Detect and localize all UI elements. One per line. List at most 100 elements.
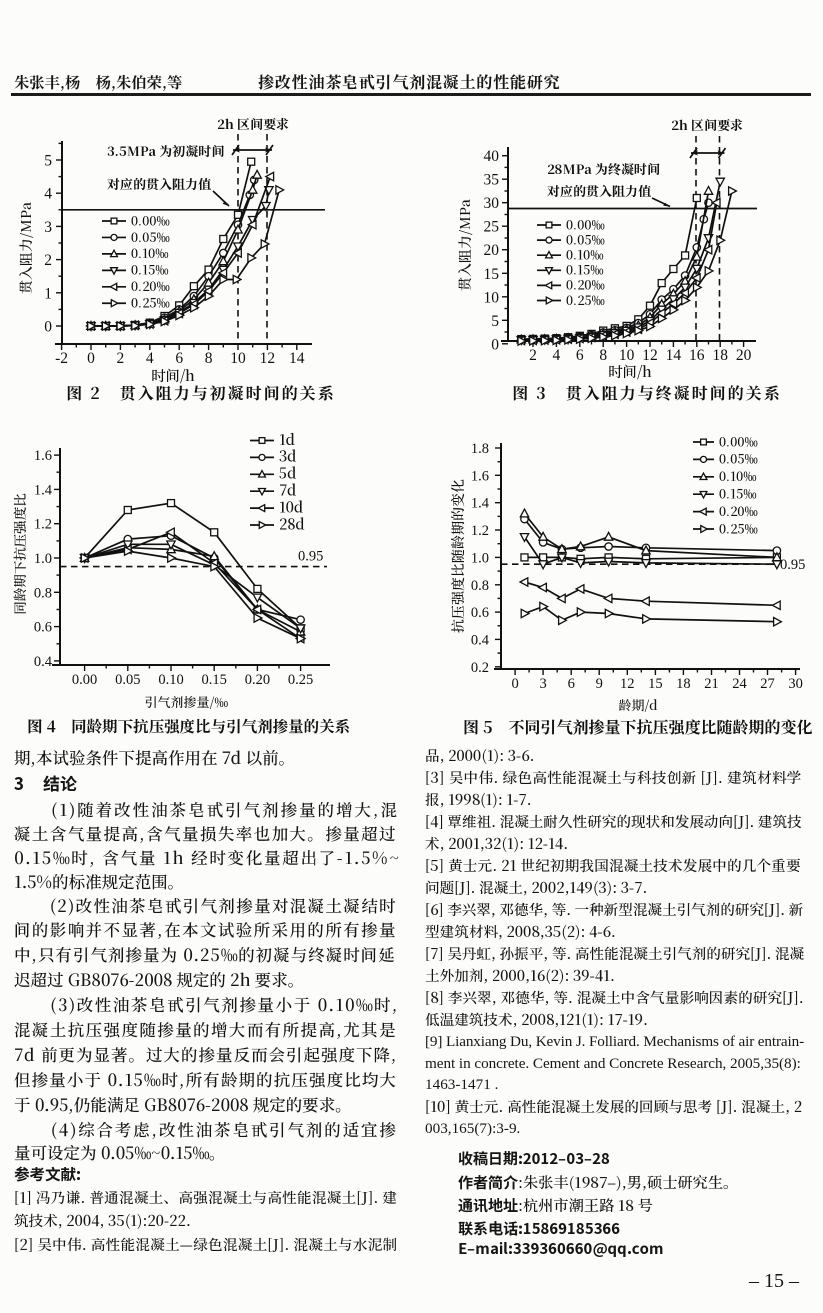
svg-text:0.6: 0.6 — [471, 605, 489, 621]
svg-text:图 3 贯入阻力与终凝时间的关系: 图 3 贯入阻力与终凝时间的关系 — [512, 381, 782, 404]
svg-text:抗压强度比随龄期的变化: 抗压强度比随龄期的变化 — [448, 479, 468, 633]
svg-text:18: 18 — [712, 347, 728, 364]
svg-text:对应的贯入阻力值: 对应的贯入阻力值 — [547, 181, 652, 200]
svg-text:同龄期下抗压强度比: 同龄期下抗压强度比 — [9, 493, 29, 615]
svg-text:图 2 贯入阻力与初凝时间的关系: 图 2 贯入阻力与初凝时间的关系 — [66, 381, 336, 404]
svg-text:0.15‰: 0.15‰ — [131, 261, 169, 279]
svg-text:0.8: 0.8 — [34, 585, 52, 601]
svg-text:1.4: 1.4 — [471, 496, 490, 512]
svg-text:-2: -2 — [55, 350, 68, 367]
svg-text:贯入阻力/MPa: 贯入阻力/MPa — [16, 201, 36, 294]
svg-text:0.2: 0.2 — [471, 660, 489, 676]
svg-text:1.6: 1.6 — [471, 468, 489, 484]
svg-text:0.95: 0.95 — [780, 557, 805, 573]
svg-text:14: 14 — [289, 350, 305, 367]
svg-text:0.00: 0.00 — [72, 672, 97, 688]
svg-text:0.10‰: 0.10‰ — [719, 467, 757, 485]
svg-text:1.2: 1.2 — [471, 523, 489, 539]
svg-text:0.10‰: 0.10‰ — [131, 244, 169, 262]
svg-text:5: 5 — [491, 313, 499, 330]
svg-text:0.8: 0.8 — [471, 578, 489, 594]
svg-text:0.25‰: 0.25‰ — [719, 519, 759, 537]
svg-text:40: 40 — [484, 148, 500, 165]
svg-text:0.00‰: 0.00‰ — [566, 215, 605, 233]
svg-text:2h 区间要求: 2h 区间要求 — [217, 114, 289, 133]
svg-text:0.20‰: 0.20‰ — [719, 502, 758, 520]
svg-text:20: 20 — [484, 242, 500, 259]
svg-text:1.4: 1.4 — [34, 482, 53, 498]
svg-text:9: 9 — [596, 676, 603, 692]
svg-text:0.10: 0.10 — [158, 672, 183, 688]
svg-text:0.10‰: 0.10‰ — [566, 246, 604, 264]
svg-text:6: 6 — [576, 347, 584, 364]
svg-text:1.0: 1.0 — [34, 551, 52, 567]
svg-text:0.4: 0.4 — [471, 632, 490, 648]
svg-text:28d: 28d — [279, 513, 306, 534]
svg-text:0.25‰: 0.25‰ — [566, 291, 606, 309]
svg-text:0.15‰: 0.15‰ — [566, 261, 604, 279]
svg-text:4: 4 — [553, 347, 561, 364]
svg-text:1.6: 1.6 — [34, 448, 52, 464]
svg-text:0.25: 0.25 — [288, 672, 313, 688]
svg-text:15: 15 — [648, 676, 663, 692]
svg-text:0.05‰: 0.05‰ — [719, 450, 758, 468]
svg-text:0.15‰: 0.15‰ — [719, 485, 757, 503]
svg-text:龄期/d: 龄期/d — [618, 695, 658, 714]
svg-text:0.00‰: 0.00‰ — [719, 432, 758, 450]
svg-text:15: 15 — [484, 266, 500, 283]
svg-text:时间/h: 时间/h — [608, 361, 652, 382]
svg-text:7d: 7d — [279, 480, 297, 501]
svg-text:0.15: 0.15 — [202, 672, 227, 688]
svg-text:12: 12 — [642, 347, 658, 364]
svg-text:时间/h: 时间/h — [151, 365, 195, 386]
svg-text:0.20: 0.20 — [245, 672, 270, 688]
svg-text:24: 24 — [732, 676, 747, 692]
svg-text:2: 2 — [117, 350, 125, 367]
svg-text:0.05‰: 0.05‰ — [131, 228, 170, 246]
svg-text:10d: 10d — [279, 496, 304, 517]
svg-text:0: 0 — [511, 676, 518, 692]
svg-text:0.05‰: 0.05‰ — [566, 230, 605, 248]
svg-text:20: 20 — [736, 347, 752, 364]
svg-text:18: 18 — [676, 676, 691, 692]
svg-text:0.4: 0.4 — [34, 654, 53, 670]
svg-text:4: 4 — [44, 186, 52, 203]
svg-text:图 4 同龄期下抗压强度比与引气剂掺量的关系: 图 4 同龄期下抗压强度比与引气剂掺量的关系 — [27, 715, 350, 737]
svg-text:12: 12 — [260, 350, 276, 367]
svg-text:0.20‰: 0.20‰ — [131, 277, 170, 295]
svg-text:0.05: 0.05 — [115, 672, 140, 688]
svg-text:2: 2 — [529, 347, 537, 364]
svg-text:10: 10 — [230, 350, 246, 367]
svg-text:6: 6 — [568, 676, 575, 692]
svg-text:0: 0 — [491, 336, 499, 353]
svg-text:0.6: 0.6 — [34, 620, 52, 636]
svg-text:8: 8 — [599, 347, 607, 364]
svg-text:0: 0 — [44, 319, 52, 336]
svg-text:30: 30 — [484, 195, 500, 212]
svg-text:27: 27 — [760, 676, 775, 692]
svg-text:0.00‰: 0.00‰ — [131, 211, 170, 229]
svg-text:图 5 不同引气剂掺量下抗压强度比随龄期的变化: 图 5 不同引气剂掺量下抗压强度比随龄期的变化 — [463, 715, 813, 738]
svg-text:30: 30 — [788, 676, 803, 692]
svg-text:3.5MPa 为初凝时间: 3.5MPa 为初凝时间 — [107, 141, 224, 160]
svg-text:1.8: 1.8 — [471, 441, 489, 457]
svg-text:12: 12 — [620, 676, 635, 692]
svg-text:1d: 1d — [279, 429, 296, 450]
svg-text:引气剂掺量/‰: 引气剂掺量/‰ — [145, 692, 230, 711]
svg-text:0.95: 0.95 — [298, 549, 323, 565]
svg-text:对应的贯入阻力值: 对应的贯入阻力值 — [107, 174, 212, 193]
svg-text:2: 2 — [44, 252, 52, 269]
svg-text:0.25‰: 0.25‰ — [131, 294, 171, 312]
svg-text:25: 25 — [484, 219, 500, 236]
svg-text:2h 区间要求: 2h 区间要求 — [671, 115, 743, 134]
svg-text:1.2: 1.2 — [34, 517, 52, 533]
svg-text:28MPa 为终凝时间: 28MPa 为终凝时间 — [547, 159, 660, 178]
svg-text:0.20‰: 0.20‰ — [566, 276, 605, 294]
svg-text:21: 21 — [704, 676, 719, 692]
svg-text:贯入阻力/MPa: 贯入阻力/MPa — [455, 198, 475, 291]
svg-text:3: 3 — [44, 219, 52, 236]
svg-text:16: 16 — [689, 347, 705, 364]
svg-text:35: 35 — [484, 172, 500, 189]
svg-text:5: 5 — [44, 153, 52, 170]
svg-text:3: 3 — [539, 676, 546, 692]
